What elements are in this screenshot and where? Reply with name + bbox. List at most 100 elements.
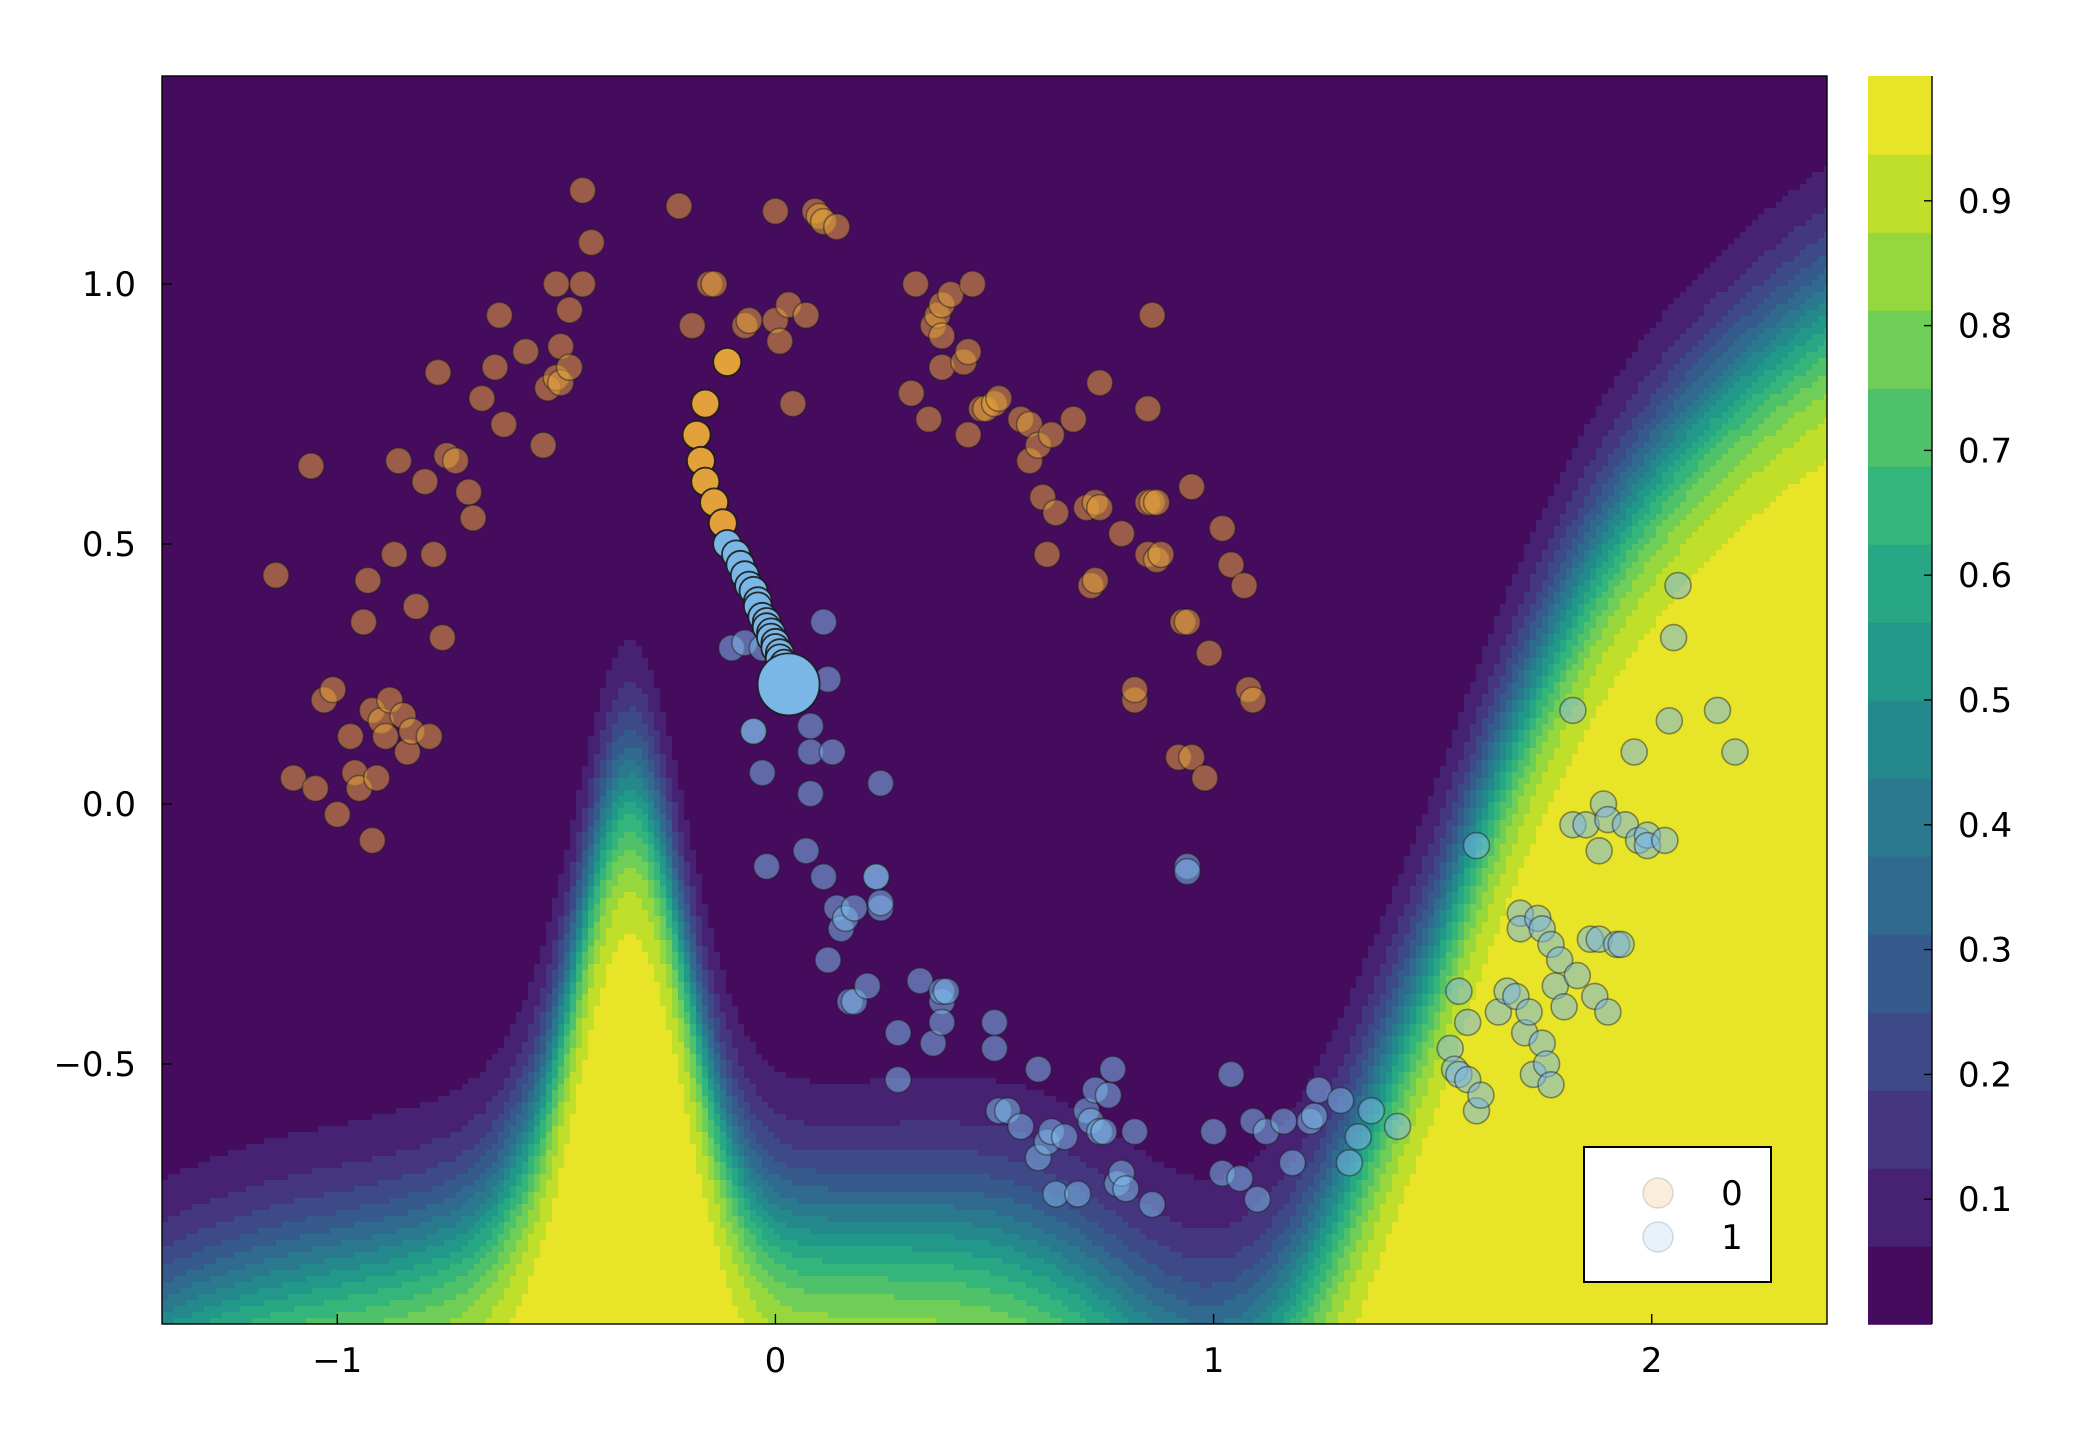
contour-cell (1668, 112, 1675, 119)
contour-cell (1710, 178, 1717, 185)
contour-cell (1356, 166, 1363, 173)
contour-cell (822, 154, 829, 161)
contour-cell (738, 106, 745, 113)
contour-cell (1632, 106, 1639, 113)
contour-cell (1230, 136, 1237, 143)
contour-cell (300, 106, 307, 113)
contour-cell (450, 154, 457, 161)
contour-cell (426, 76, 433, 83)
contour-cell (1260, 76, 1267, 83)
contour-cell (1134, 178, 1141, 185)
contour-cell (318, 76, 325, 83)
contour-cell (186, 112, 193, 119)
contour-cell (1086, 172, 1093, 179)
contour-cell (1404, 118, 1411, 125)
contour-cell (264, 88, 271, 95)
contour-cell (600, 172, 607, 179)
contour-cell (870, 148, 877, 155)
contour-cell (828, 112, 835, 119)
contour-cell (324, 142, 331, 149)
contour-cell (1770, 112, 1777, 119)
contour-cell (210, 154, 217, 161)
contour-cell (432, 94, 439, 101)
contour-cell (1134, 124, 1141, 131)
contour-cell (564, 166, 571, 173)
contour-cell (1248, 142, 1255, 149)
contour-cell (1146, 124, 1153, 131)
contour-cell (954, 88, 961, 95)
contour-cell (1692, 88, 1699, 95)
contour-cell (1284, 100, 1291, 107)
contour-cell (600, 76, 607, 83)
contour-cell (1086, 100, 1093, 107)
contour-cell (1722, 178, 1729, 185)
contour-cell (1026, 136, 1033, 143)
contour-cell (606, 112, 613, 119)
contour-cell (912, 112, 919, 119)
contour-cell (606, 124, 613, 131)
contour-cell (1206, 100, 1213, 107)
contour-cell (624, 172, 631, 179)
contour-cell (828, 94, 835, 101)
contour-cell (510, 118, 517, 125)
contour-cell (216, 148, 223, 155)
contour-cell (750, 130, 757, 137)
contour-cell (540, 118, 547, 125)
contour-cell (870, 112, 877, 119)
contour-cell (570, 124, 577, 131)
contour-cell (1206, 112, 1213, 119)
contour-cell (378, 148, 385, 155)
contour-cell (522, 172, 529, 179)
contour-cell (1662, 160, 1669, 167)
contour-cell (1614, 82, 1621, 89)
contour-cell (1218, 94, 1225, 101)
contour-cell (702, 124, 709, 131)
contour-cell (1584, 112, 1591, 119)
contour-cell (1248, 88, 1255, 95)
contour-cell (378, 76, 385, 83)
contour-cell (1614, 130, 1621, 137)
contour-cell (1440, 124, 1447, 131)
contour-cell (168, 124, 175, 131)
contour-cell (1068, 142, 1075, 149)
contour-cell (1068, 106, 1075, 113)
contour-cell (1092, 178, 1099, 185)
contour-cell (1734, 118, 1741, 125)
contour-cell (1542, 124, 1549, 131)
contour-cell (1704, 148, 1711, 155)
contour-cell (354, 166, 361, 173)
contour-cell (1152, 160, 1159, 167)
contour-cell (714, 94, 721, 101)
contour-cell (1158, 172, 1165, 179)
contour-cell (462, 130, 469, 137)
contour-cell (408, 82, 415, 89)
contour-cell (1476, 112, 1483, 119)
contour-cell (738, 94, 745, 101)
contour-cell (1752, 154, 1759, 161)
contour-cell (804, 118, 811, 125)
contour-cell (1578, 76, 1585, 83)
contour-cell (348, 160, 355, 167)
contour-cell (1728, 94, 1735, 101)
contour-cell (1098, 94, 1105, 101)
contour-cell (1296, 166, 1303, 173)
contour-cell (1452, 76, 1459, 83)
contour-cell (1254, 76, 1261, 83)
contour-cell (654, 100, 661, 107)
contour-cell (1146, 76, 1153, 83)
contour-cell (300, 166, 307, 173)
contour-cell (456, 88, 463, 95)
contour-cell (1350, 112, 1357, 119)
contour-cell (1392, 94, 1399, 101)
contour-cell (1266, 130, 1273, 137)
contour-cell (840, 100, 847, 107)
contour-cell (1302, 160, 1309, 167)
contour-cell (246, 106, 253, 113)
contour-cell (240, 148, 247, 155)
contour-cell (1554, 112, 1561, 119)
contour-cell (1350, 82, 1357, 89)
contour-cell (1572, 172, 1579, 179)
contour-cell (912, 76, 919, 83)
contour-cell (534, 148, 541, 155)
contour-cell (1230, 154, 1237, 161)
